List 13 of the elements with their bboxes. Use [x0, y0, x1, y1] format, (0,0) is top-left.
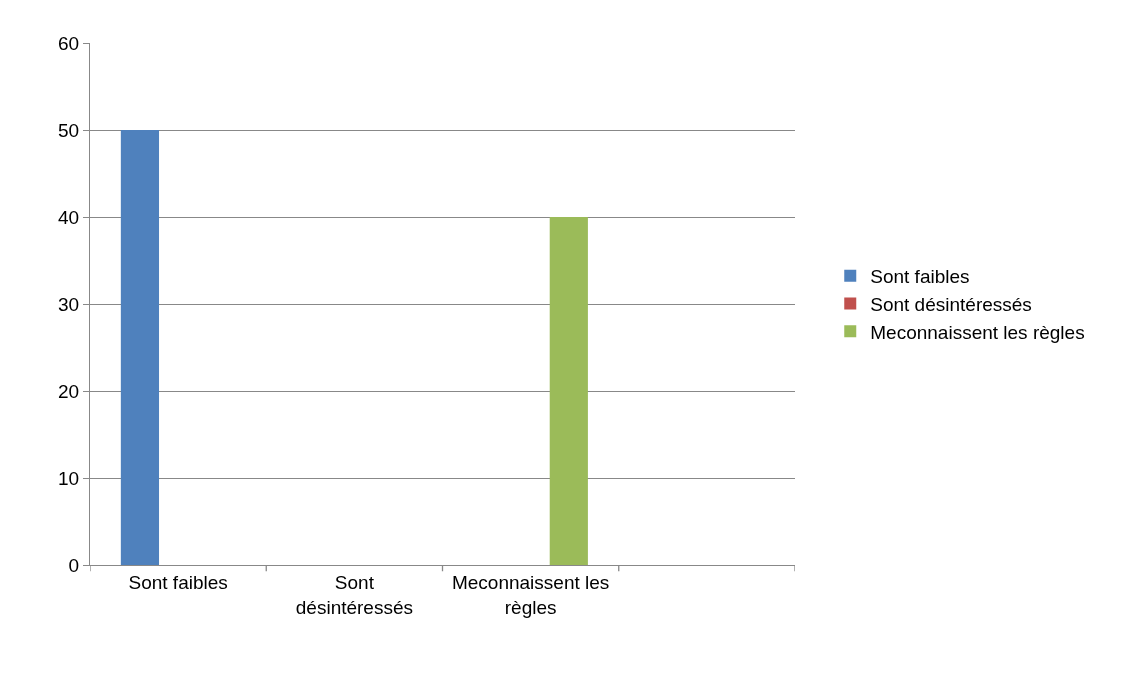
- legend-label: Sont faibles: [870, 266, 970, 288]
- y-tick-label: 50: [58, 119, 80, 141]
- legend-label: Sont désintéressés: [870, 293, 1032, 315]
- x-tick-label: Sont faibles: [128, 571, 228, 593]
- y-tick-label: 30: [58, 293, 80, 315]
- x-tick-label: Sont désintéressés: [295, 571, 413, 618]
- y-tick-label: 10: [58, 467, 80, 489]
- y-tick-label: 0: [68, 554, 80, 576]
- x-tick-label: Meconnaissent les règles: [451, 571, 610, 618]
- legend-label: Meconnaissent les règles: [870, 321, 1085, 343]
- y-tick-label: 60: [58, 32, 80, 54]
- y-tick-label: 20: [58, 380, 80, 402]
- y-tick-label: 40: [58, 206, 80, 228]
